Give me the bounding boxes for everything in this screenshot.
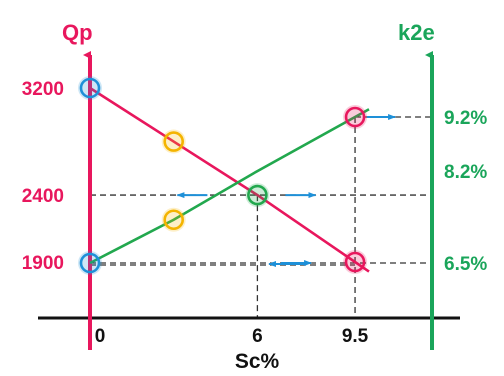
series-line-qp bbox=[89, 86, 370, 273]
series-line-k2e bbox=[89, 108, 370, 265]
guide-lines bbox=[90, 116, 432, 318]
tick-labels: 3200 2400 1900 9.2% 8.2% 6.5% 0 6 9.5 bbox=[22, 79, 488, 347]
right-axis-title: k2e bbox=[398, 20, 435, 45]
right-tick-6-5: 6.5% bbox=[444, 254, 487, 275]
marker-qp-9.5 bbox=[344, 251, 366, 273]
marker-qp-3 bbox=[163, 131, 184, 152]
x-tick-9-5: 9.5 bbox=[342, 326, 369, 347]
right-tick-8-2: 8.2% bbox=[444, 162, 487, 183]
marker-k2e-0 bbox=[79, 252, 101, 274]
x-tick-0: 0 bbox=[95, 326, 106, 347]
marker-k2e-3 bbox=[163, 209, 184, 231]
x-axis-label: Sc% bbox=[235, 350, 280, 373]
point-markers bbox=[78, 76, 368, 275]
marker-qp-6 bbox=[247, 184, 268, 206]
right-tick-9-2: 9.2% bbox=[444, 108, 487, 129]
series-lines bbox=[89, 86, 370, 273]
direction-arrows bbox=[176, 114, 397, 267]
left-tick-3200: 3200 bbox=[22, 79, 64, 100]
marker-qp-0 bbox=[79, 77, 101, 99]
left-tick-1900: 1900 bbox=[22, 253, 64, 274]
x-tick-6: 6 bbox=[252, 326, 263, 347]
left-tick-2400: 2400 bbox=[22, 186, 64, 207]
marker-k2e-9.5 bbox=[344, 106, 366, 128]
left-axis-title: Qp bbox=[62, 20, 93, 45]
